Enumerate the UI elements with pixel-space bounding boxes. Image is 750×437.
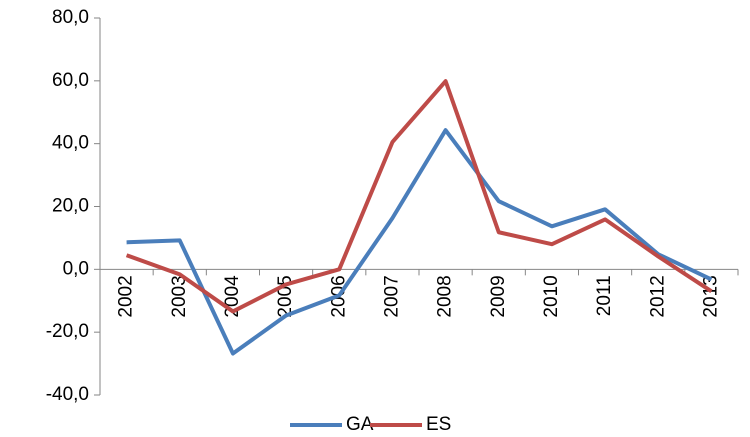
- x-tick-label: 2010: [541, 275, 562, 317]
- x-tick-label: 2007: [381, 275, 402, 317]
- x-tick-label: 2012: [647, 275, 668, 317]
- y-tick-label: 80,0: [52, 7, 89, 28]
- legend-label: GA: [346, 414, 374, 435]
- y-tick-label: -40,0: [46, 384, 89, 405]
- x-tick-label: 2011: [594, 275, 615, 316]
- x-tick-label: 2009: [488, 275, 509, 317]
- y-tick-label: -20,0: [46, 321, 89, 342]
- y-tick-label: 20,0: [52, 196, 89, 217]
- x-tick-label: 2003: [169, 275, 190, 317]
- x-tick-label: 2008: [435, 275, 456, 317]
- y-tick-label: 40,0: [52, 133, 89, 154]
- y-tick-label: 0,0: [63, 258, 89, 279]
- legend-label: ES: [426, 414, 451, 435]
- line-series: [125, 79, 713, 314]
- x-tick-label: 2002: [116, 275, 137, 317]
- line-series: [126, 128, 713, 356]
- x-tick-label: 2013: [700, 275, 721, 317]
- y-tick-label: 60,0: [52, 70, 89, 91]
